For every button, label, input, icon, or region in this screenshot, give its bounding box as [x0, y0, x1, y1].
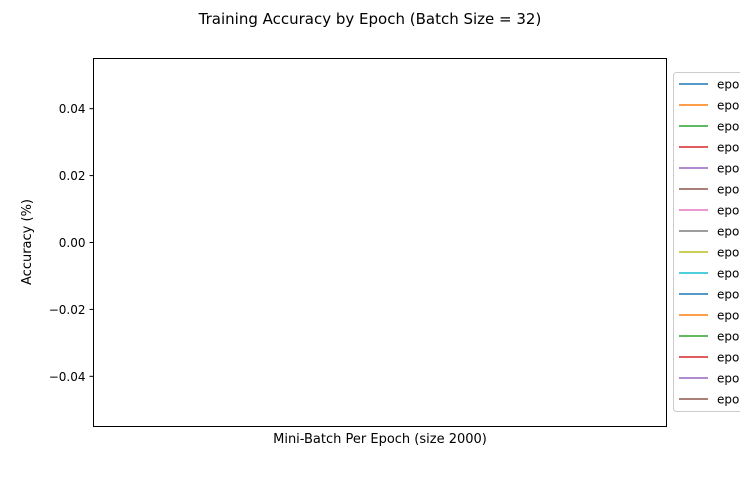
legend-label: epo	[717, 393, 739, 407]
legend-label: epo	[717, 351, 739, 365]
y-tick-label: −0.04	[49, 370, 86, 384]
legend-label: epo	[717, 120, 739, 134]
legend-label: epo	[717, 330, 739, 344]
chart-title: Training Accuracy by Epoch (Batch Size =…	[198, 10, 542, 28]
legend-label: epo	[717, 204, 739, 218]
legend-label: epo	[717, 99, 739, 113]
legend-label: epo	[717, 183, 739, 197]
legend: epo epo epo epo epo epo epo epo epo epo epo epo epo e…	[673, 72, 740, 412]
legend-label: epo	[717, 225, 739, 239]
y-tick-label: −0.02	[49, 303, 86, 317]
legend-frame	[673, 72, 740, 412]
legend-label: epo	[717, 78, 739, 92]
legend-label: epo	[717, 288, 739, 302]
legend-label: epo	[717, 141, 739, 155]
x-axis-label: Mini-Batch Per Epoch (size 2000)	[273, 432, 487, 447]
legend-label: epo	[717, 267, 739, 281]
legend-label: epo	[717, 162, 739, 176]
legend-label: epo	[717, 246, 739, 260]
legend-label: epo	[717, 372, 739, 386]
y-axis-label: Accuracy (%)	[20, 199, 35, 285]
y-tick-label: 0.02	[59, 169, 86, 183]
y-tick-label: 0.04	[59, 102, 86, 116]
y-axis: −0.04 −0.02 0.00 0.02 0.04	[49, 102, 94, 384]
legend-label: epo	[717, 309, 739, 323]
plot-area	[93, 58, 667, 427]
y-tick-label: 0.00	[59, 236, 86, 250]
